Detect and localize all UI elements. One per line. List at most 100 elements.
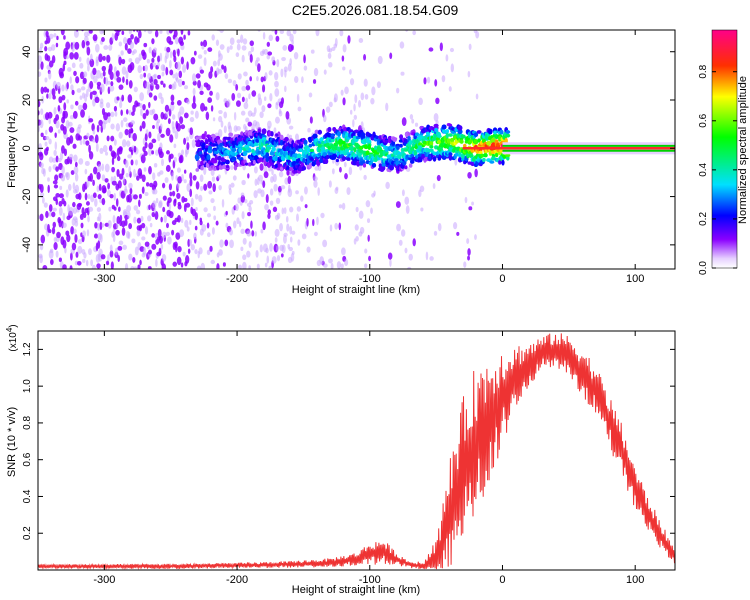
noise-speckle — [138, 199, 141, 207]
noise-speckle — [385, 181, 390, 190]
noise-speckle — [59, 151, 64, 161]
noise-speckle — [51, 55, 56, 64]
noise-speckle — [63, 110, 69, 119]
noise-speckle — [90, 259, 94, 267]
noise-speckle — [110, 111, 115, 118]
noise-speckle — [158, 247, 162, 256]
noise-speckle — [224, 73, 229, 79]
noise-speckle — [44, 135, 50, 141]
noise-speckle — [190, 197, 194, 207]
noise-speckle — [121, 66, 127, 75]
noise-speckle — [259, 111, 264, 119]
noise-speckle — [92, 129, 96, 135]
noise-speckle — [398, 239, 403, 246]
noise-speckle — [257, 97, 263, 106]
noise-speckle — [199, 69, 205, 74]
noise-speckle — [453, 222, 458, 230]
noise-speckle — [133, 266, 138, 269]
noise-speckle — [240, 34, 244, 44]
noise-speckle — [177, 245, 182, 253]
noise-speckle — [216, 263, 220, 269]
noise-speckle — [179, 229, 185, 238]
noise-speckle — [260, 228, 264, 234]
noise-speckle — [125, 78, 129, 86]
noise-speckle — [185, 136, 190, 142]
noise-speckle — [83, 211, 87, 219]
noise-speckle — [253, 107, 257, 114]
noise-speckle — [108, 44, 113, 51]
noise-speckle — [89, 80, 94, 90]
noise-speckle — [39, 119, 44, 129]
noise-speckle — [106, 54, 111, 63]
noise-speckle — [187, 248, 191, 254]
snr-scale-base: (x10 — [8, 332, 19, 352]
noise-speckle — [77, 104, 83, 111]
noise-speckle — [312, 79, 317, 84]
noise-speckle — [157, 132, 161, 142]
noise-speckle — [267, 209, 272, 215]
noise-speckle — [132, 133, 137, 142]
noise-speckle — [217, 174, 221, 179]
snr-xlabel: Height of straight line (km) — [292, 584, 420, 596]
noise-speckle — [308, 92, 313, 98]
noise-speckle — [136, 175, 140, 181]
noise-speckle — [96, 171, 101, 180]
noise-speckle — [215, 220, 219, 226]
noise-speckle — [190, 110, 194, 115]
noise-speckle — [203, 183, 208, 191]
noise-speckle — [213, 215, 217, 221]
noise-speckle — [58, 22, 61, 29]
noise-speckle — [226, 99, 231, 108]
noise-speckle — [262, 84, 266, 93]
noise-speckle — [63, 60, 67, 66]
noise-speckle — [47, 177, 50, 182]
noise-speckle — [296, 206, 301, 212]
ridge-cell — [408, 163, 413, 168]
noise-speckle — [340, 89, 344, 96]
noise-speckle — [401, 189, 405, 197]
noise-speckle — [155, 197, 159, 204]
noise-speckle — [77, 245, 83, 254]
noise-speckle — [101, 163, 105, 172]
noise-speckle — [74, 161, 78, 168]
noise-speckle — [88, 30, 93, 34]
noise-speckle — [127, 193, 133, 203]
noise-speckle — [273, 183, 278, 192]
noise-speckle — [95, 142, 99, 152]
ridge-cell — [228, 132, 234, 137]
noise-speckle — [242, 237, 247, 245]
noise-speckle — [148, 92, 153, 98]
noise-speckle — [173, 156, 178, 163]
noise-speckle — [274, 237, 278, 243]
noise-speckle — [265, 194, 269, 204]
noise-speckle — [223, 98, 228, 104]
noise-speckle — [58, 200, 63, 207]
ridge-cell — [292, 147, 297, 153]
noise-speckle — [93, 166, 98, 175]
noise-speckle — [55, 120, 60, 129]
noise-speckle — [174, 198, 177, 203]
noise-speckle — [195, 73, 201, 79]
noise-speckle — [64, 246, 67, 254]
noise-speckle — [140, 108, 143, 117]
noise-speckle — [229, 37, 235, 45]
noise-speckle — [105, 102, 111, 109]
noise-speckle — [48, 156, 54, 163]
noise-speckle — [124, 218, 128, 227]
noise-speckle — [151, 108, 156, 115]
noise-speckle — [78, 158, 84, 165]
noise-speckle — [281, 56, 286, 62]
noise-speckle — [165, 164, 171, 172]
noise-speckle — [211, 34, 215, 41]
noise-speckle — [210, 105, 214, 112]
noise-speckle — [94, 134, 99, 144]
noise-speckle — [273, 127, 277, 134]
noise-speckle — [223, 125, 227, 134]
ridge-cell — [293, 169, 299, 174]
noise-speckle — [278, 110, 283, 117]
snr-xtick-label: 100 — [626, 574, 644, 586]
ridge-cell — [459, 139, 464, 144]
noise-speckle — [76, 30, 79, 32]
noise-speckle — [112, 228, 116, 237]
ridge-cell — [434, 127, 439, 133]
